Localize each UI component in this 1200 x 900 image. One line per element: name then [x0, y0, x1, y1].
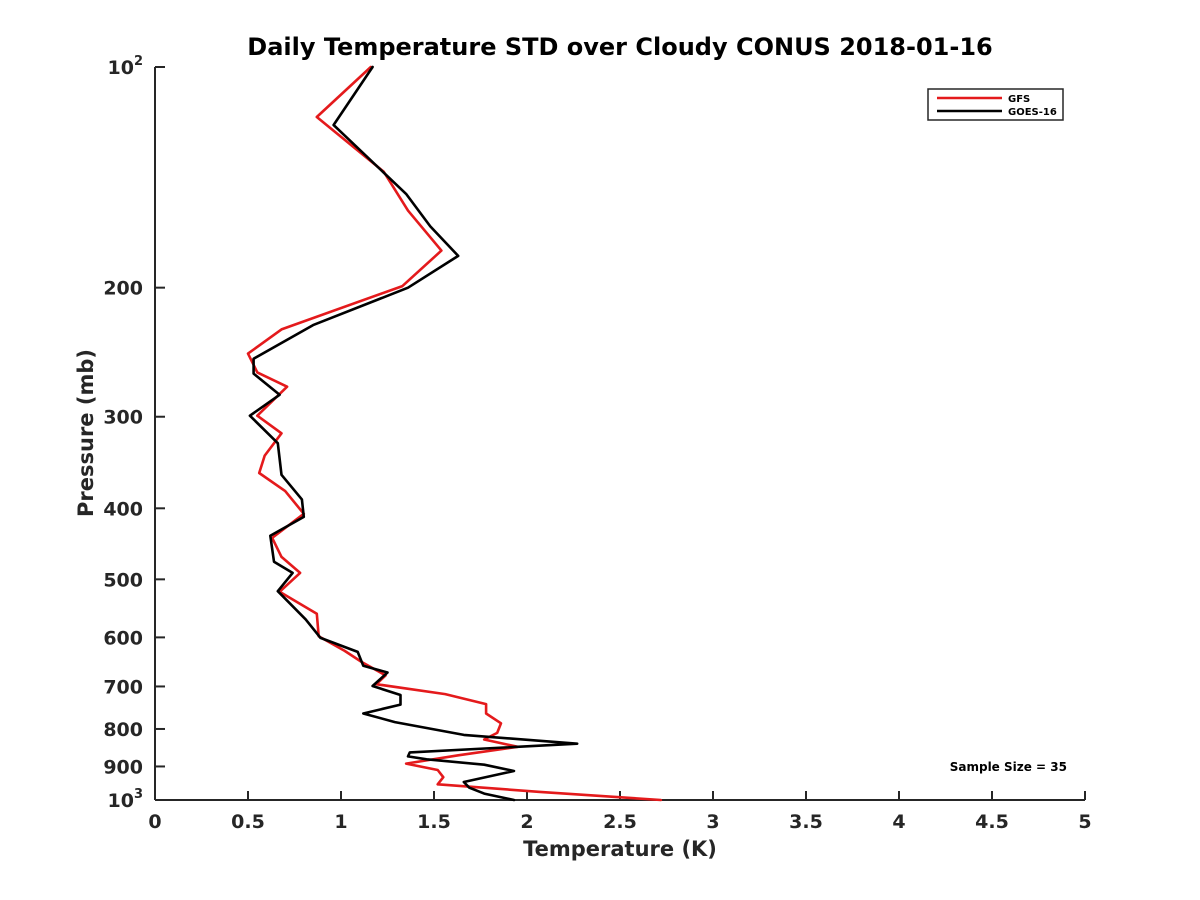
x-tick-label: 2.5 — [603, 811, 637, 833]
x-tick-label: 4.5 — [975, 811, 1009, 833]
x-tick-label: 5 — [1078, 811, 1091, 833]
series-line-goes16 — [248, 65, 579, 802]
series-line-gfs — [246, 65, 663, 802]
x-tick-label: 2 — [520, 811, 533, 833]
y-axis-label: Pressure (mb) — [74, 349, 98, 517]
x-tick-label: 4 — [892, 811, 905, 833]
series-layer — [246, 65, 663, 802]
x-tick-label: 1 — [334, 811, 347, 833]
y-tick-label: 500 — [103, 569, 143, 591]
y-tick-label: 800 — [103, 719, 143, 741]
x-tick-label: 3.5 — [789, 811, 823, 833]
y-tick-label: 600 — [103, 627, 143, 649]
sample-size-annotation: Sample Size = 35 — [950, 760, 1067, 774]
y-tick-label: 400 — [103, 498, 143, 520]
x-tick-label: 3 — [706, 811, 719, 833]
x-axis-ticks: 0 0.5 1 1.5 2 2.5 3 3.5 4 4.5 5 — [148, 791, 1092, 833]
y-tick-label: 200 — [103, 278, 143, 300]
legend-label-gfs: GFS — [1008, 94, 1030, 105]
y-tick-label: 102 — [108, 54, 144, 79]
y-tick-label: 900 — [103, 756, 143, 778]
y-tick-label: 300 — [103, 407, 143, 429]
legend-box — [927, 88, 1064, 121]
y-tick-label: 103 — [108, 787, 144, 812]
legend: GFS GOES-16 — [927, 88, 1064, 121]
x-tick-label: 1.5 — [417, 811, 451, 833]
x-tick-label: 0 — [148, 811, 161, 833]
y-tick-label: 700 — [103, 676, 143, 698]
y-axis-ticks: 102 200 300 400 500 600 700 800 900 103 — [103, 54, 165, 812]
plot-area — [154, 67, 1085, 801]
x-tick-label: 0.5 — [231, 811, 265, 833]
x-axis-label: Temperature (K) — [523, 837, 717, 861]
chart-title: Daily Temperature STD over Cloudy CONUS … — [247, 33, 992, 61]
legend-label-goes16: GOES-16 — [1008, 107, 1057, 118]
